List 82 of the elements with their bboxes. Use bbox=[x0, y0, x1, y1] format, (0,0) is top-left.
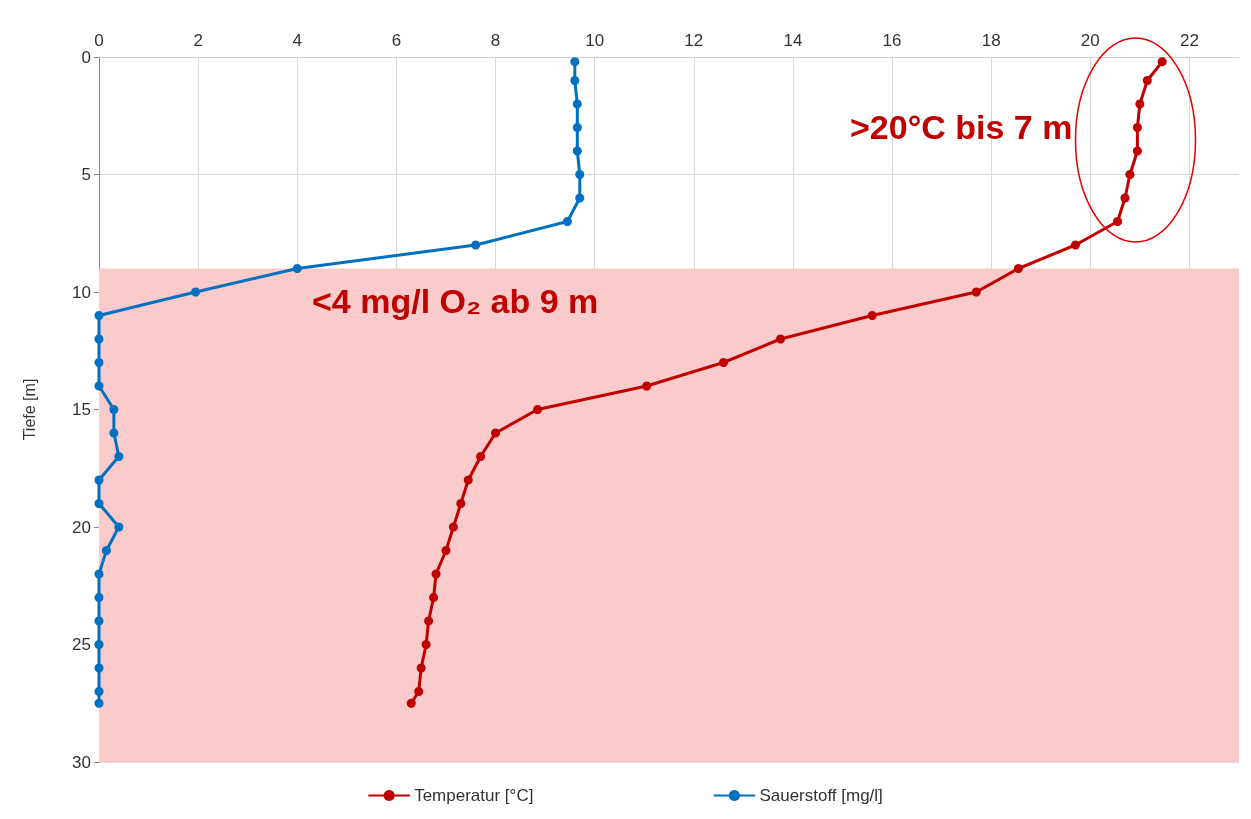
point bbox=[421, 640, 431, 649]
x-tick-label: 14 bbox=[783, 31, 803, 50]
y-tick-label: 10 bbox=[72, 282, 91, 302]
point bbox=[94, 311, 104, 320]
x-tick-label: 6 bbox=[391, 31, 402, 50]
point bbox=[94, 687, 104, 696]
point bbox=[562, 217, 572, 226]
x-tick-label: 4 bbox=[292, 31, 302, 50]
point bbox=[533, 405, 543, 414]
point bbox=[94, 593, 104, 602]
x-tick-label: 16 bbox=[882, 31, 902, 50]
x-tick-label: 8 bbox=[490, 31, 501, 50]
point bbox=[94, 663, 104, 673]
point bbox=[776, 334, 786, 344]
point bbox=[642, 381, 652, 391]
point bbox=[456, 499, 466, 508]
y-tick-label: 15 bbox=[72, 400, 91, 419]
point bbox=[1157, 57, 1167, 67]
point bbox=[572, 99, 582, 109]
point bbox=[414, 687, 424, 696]
point bbox=[1135, 99, 1145, 109]
annotation: <4 mg/l O₂ ab 9 m bbox=[312, 282, 599, 321]
legend-label: Sauerstoff [mg/l] bbox=[759, 786, 883, 805]
point bbox=[572, 146, 582, 156]
point bbox=[1013, 264, 1023, 273]
point bbox=[1070, 240, 1080, 250]
point bbox=[570, 57, 580, 67]
point bbox=[292, 264, 302, 273]
point bbox=[570, 76, 580, 85]
point bbox=[191, 287, 201, 297]
x-tick-label: 22 bbox=[1179, 31, 1199, 50]
point bbox=[441, 546, 451, 555]
point bbox=[94, 499, 104, 508]
point bbox=[448, 522, 458, 532]
y-tick-label: 25 bbox=[72, 635, 91, 654]
point bbox=[416, 663, 426, 673]
annotation: >20°C bis 7 m bbox=[850, 108, 1073, 147]
point bbox=[575, 193, 585, 203]
point bbox=[431, 569, 441, 579]
x-tick-label: 12 bbox=[684, 31, 704, 50]
point bbox=[109, 405, 119, 414]
legend-label: Temperatur [°C] bbox=[414, 786, 534, 805]
x-tick-label: 18 bbox=[981, 31, 1001, 50]
point bbox=[94, 381, 104, 391]
point bbox=[424, 616, 434, 626]
point bbox=[94, 334, 104, 344]
point bbox=[114, 522, 124, 532]
point bbox=[94, 358, 104, 367]
point bbox=[429, 593, 439, 602]
point bbox=[572, 123, 582, 132]
point bbox=[1120, 193, 1130, 203]
point bbox=[491, 428, 501, 438]
point bbox=[94, 640, 104, 649]
y-tick-label: 5 bbox=[81, 165, 91, 184]
point bbox=[719, 358, 729, 367]
point bbox=[94, 616, 104, 626]
point bbox=[1113, 217, 1123, 226]
point bbox=[1132, 123, 1142, 132]
x-tick-label: 20 bbox=[1080, 31, 1100, 50]
point bbox=[575, 170, 585, 179]
x-tick-label: 10 bbox=[585, 31, 605, 50]
point bbox=[1132, 146, 1142, 156]
point bbox=[101, 546, 111, 555]
point bbox=[114, 452, 124, 461]
point bbox=[94, 569, 104, 579]
point bbox=[94, 698, 104, 708]
point bbox=[463, 475, 473, 485]
x-tick-label: 2 bbox=[193, 31, 203, 50]
point bbox=[109, 428, 119, 438]
point bbox=[471, 240, 481, 250]
point bbox=[1142, 76, 1152, 85]
y-tick-label: 20 bbox=[72, 517, 91, 537]
point bbox=[94, 475, 104, 485]
point bbox=[1125, 170, 1135, 179]
y-tick-label: 30 bbox=[72, 752, 91, 772]
point bbox=[406, 698, 416, 708]
y-tick-label: 0 bbox=[81, 47, 91, 67]
point bbox=[867, 311, 877, 320]
point bbox=[971, 287, 981, 297]
x-tick-label: 0 bbox=[94, 31, 104, 50]
y-axis-title: Tiefe [m] bbox=[20, 378, 38, 441]
point bbox=[476, 452, 486, 461]
